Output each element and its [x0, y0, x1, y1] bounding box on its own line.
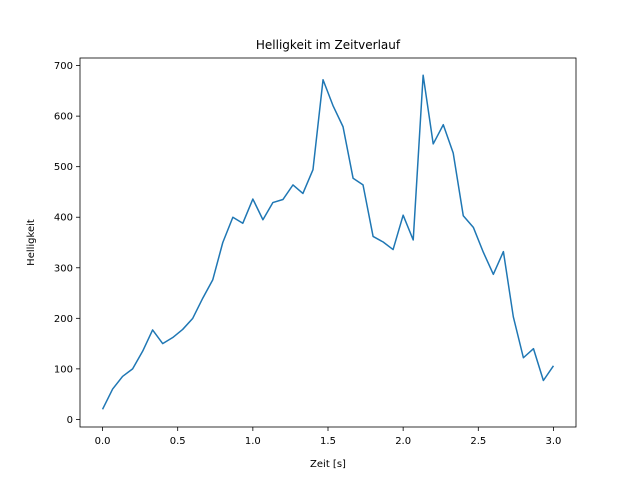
x-tick-label: 1.0: [245, 436, 261, 447]
x-axis-label: Zeit [s]: [310, 459, 346, 470]
plot-frame: [79, 57, 577, 428]
x-tick-label: 0.0: [95, 436, 111, 447]
y-tick-label: 200: [54, 314, 73, 325]
chart-title: Helligkeit im Zeitverlauf: [256, 38, 401, 52]
y-tick-label: 600: [54, 112, 73, 123]
x-tick-label: 1.5: [320, 436, 336, 447]
y-tick-label: 400: [54, 213, 73, 224]
y-tick-label: 100: [54, 364, 73, 375]
series-line: [101, 74, 555, 410]
x-tick-label: 3.0: [546, 436, 562, 447]
y-tick-label: 500: [54, 162, 73, 173]
x-tick-label: 2.0: [395, 436, 411, 447]
y-tick-label: 700: [54, 61, 73, 72]
y-tick-label: 300: [54, 263, 73, 274]
x-tick-label: 2.5: [470, 436, 486, 447]
x-tick-label: 0.5: [170, 436, 186, 447]
y-tick-label: 0: [67, 415, 73, 426]
y-axis-label: Helligkeit: [26, 219, 37, 266]
